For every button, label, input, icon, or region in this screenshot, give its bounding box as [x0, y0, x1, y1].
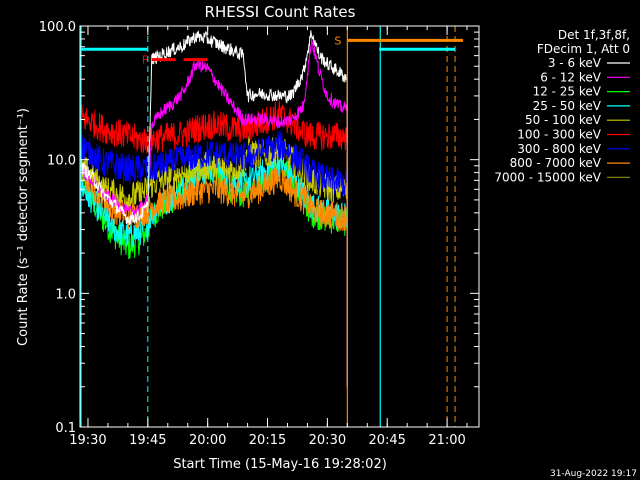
series-line	[79, 130, 348, 388]
legend-header: Det 1f,3f,8f,	[558, 28, 630, 42]
x-tick-label: 20:15	[249, 433, 286, 448]
generation-stamp: 31-Aug-2022 19:17	[550, 469, 637, 479]
legend-entry-label: 7000 - 15000 keV	[494, 170, 601, 184]
y-tick-label: 1.0	[55, 287, 76, 302]
legend-entry-label: 300 - 800 keV	[517, 142, 601, 156]
series-line	[79, 151, 348, 388]
x-tick-label: 21:00	[428, 433, 465, 448]
legend-entry-label: 6 - 12 keV	[540, 70, 602, 84]
flare-marker: F	[142, 54, 148, 67]
plot-frame	[79, 25, 480, 428]
legend-entry-label: 25 - 50 keV	[533, 99, 602, 113]
saa-marker: S	[334, 34, 341, 47]
x-tick-label: 19:30	[69, 433, 106, 448]
chart-title: RHESSI Count Rates	[205, 3, 356, 21]
plot-axes: 0.1 1.0 10.0 100.0 19:30 19:45 20:00 20:15 20:30…	[39, 20, 479, 448]
legend-entry-label: 800 - 7000 keV	[510, 156, 602, 170]
y-tick-label: 10.0	[47, 154, 76, 169]
series-line	[79, 100, 348, 388]
x-tick-label: 20:30	[309, 433, 346, 448]
x-tick-label: 20:45	[368, 433, 405, 448]
legend-entry-label: 50 - 100 keV	[525, 113, 602, 127]
legend-entry-label: 3 - 6 keV	[548, 56, 602, 70]
y-tick-label: 0.1	[55, 421, 76, 436]
legend-header: FDecim 1, Att 0	[537, 42, 630, 56]
legend-entry-label: 100 - 300 keV	[517, 128, 601, 142]
plot-traces	[79, 30, 348, 388]
series-line	[79, 30, 348, 388]
legend-entry-label: 12 - 25 keV	[533, 85, 602, 99]
x-axis-label: Start Time (15-May-16 19:28:02)	[173, 457, 387, 472]
y-tick-label: 100.0	[39, 20, 76, 35]
x-tick-label: 20:00	[189, 433, 226, 448]
plot-overlays: FS	[80, 26, 464, 427]
y-axis-label: Count Rate (s⁻¹ detector segment⁻¹)	[16, 108, 31, 346]
series-line	[79, 39, 348, 388]
x-tick-label: 19:45	[129, 433, 166, 448]
